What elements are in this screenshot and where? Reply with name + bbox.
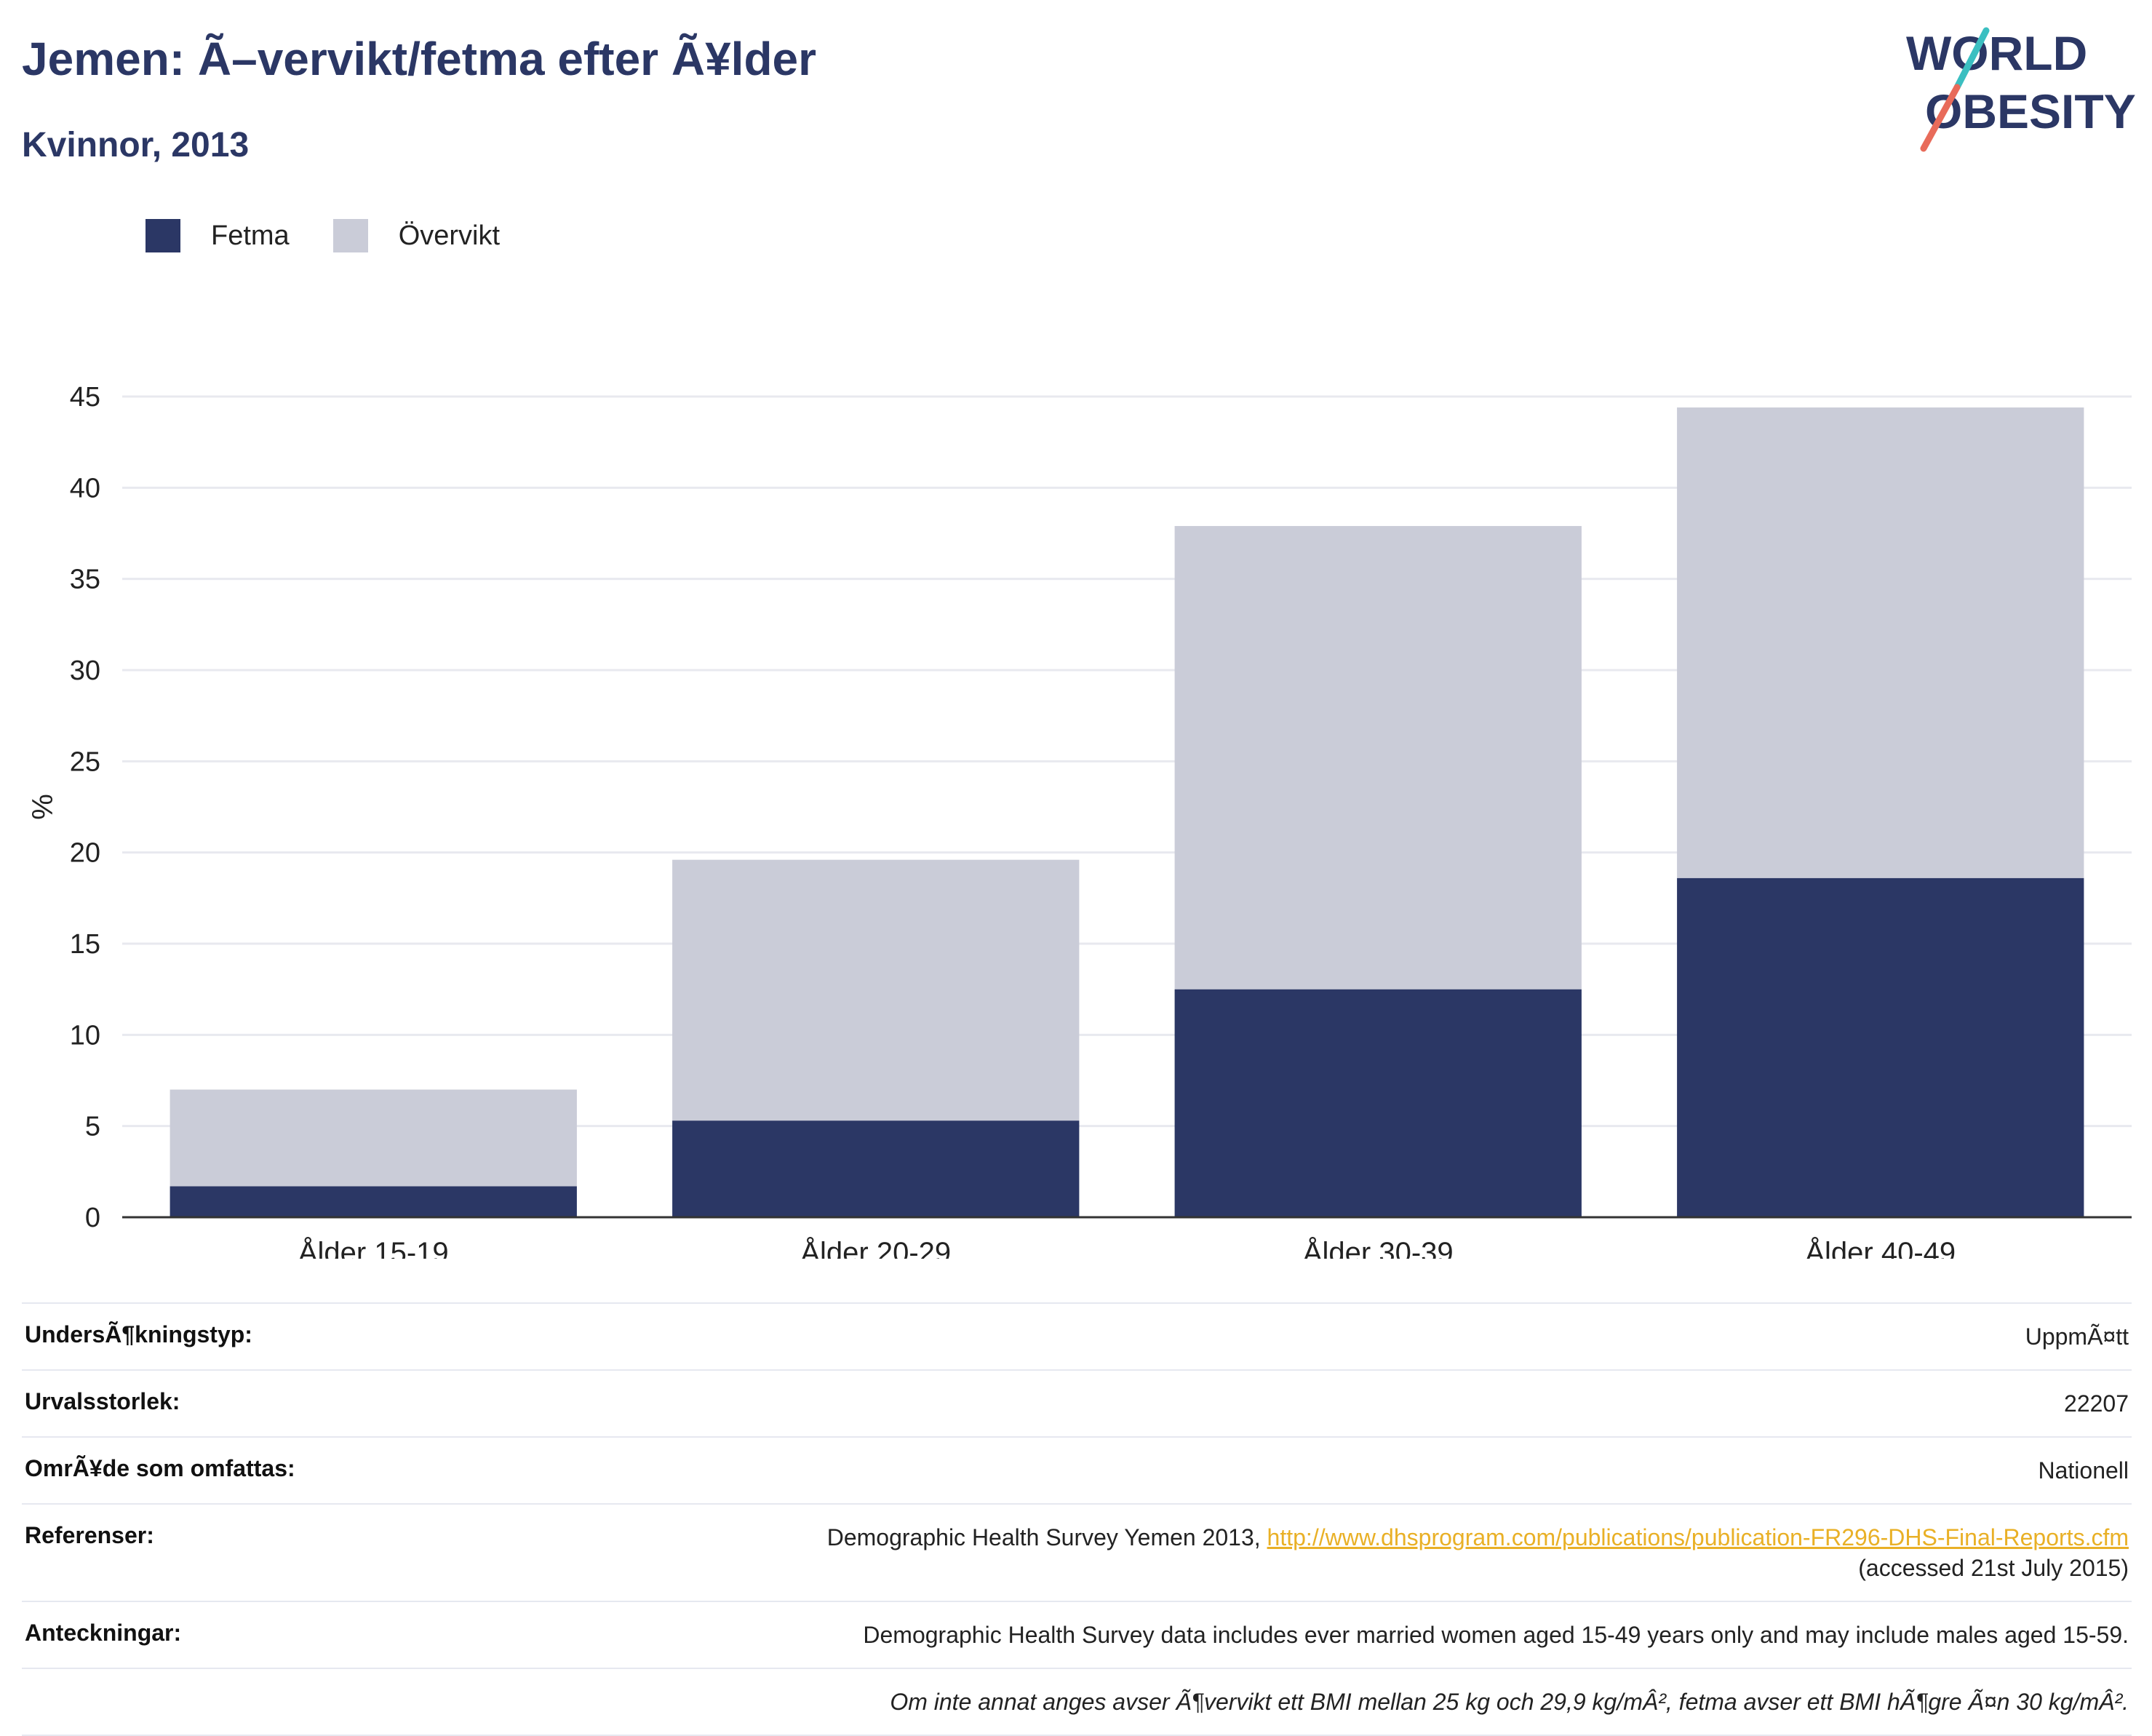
info-label: UndersÃ¶kningstyp: xyxy=(25,1321,252,1347)
info-row-coverage: OmrÃ¥de som omfattas: Nationell xyxy=(22,1436,2132,1503)
stacked-bar-chart: 0 5 10 15 20 25 30 35 40 45% Ålder 15-19 Ålder 20-2… xyxy=(0,349,2152,1259)
y-tick-label: 0 xyxy=(85,1203,100,1233)
legend-label-fetma: Fetma xyxy=(211,220,290,251)
legend-item-fetma[interactable]: Fetma xyxy=(146,219,290,252)
bar-overvikt xyxy=(1677,407,2084,878)
info-value-references: Demographic Health Survey Yemen 2013, ht… xyxy=(827,1522,2129,1583)
info-value: Om inte annat anges avser Ã¶vervikt ett … xyxy=(890,1689,2129,1715)
legend-swatch-overvikt xyxy=(332,219,368,252)
info-label: Urvalsstorlek: xyxy=(25,1388,180,1414)
world-obesity-logo[interactable]: WORLD OBESITY xyxy=(1906,25,2139,156)
reference-accessed: (accessed 21st July 2015) xyxy=(1858,1555,2129,1581)
y-tick-label: 20 xyxy=(70,838,100,869)
bar-overvikt xyxy=(672,859,1080,1121)
info-value: UppmÃ¤tt xyxy=(2025,1323,2129,1350)
info-row-notes: Anteckningar: Demographic Health Survey … xyxy=(22,1601,2132,1668)
y-tick-label: 35 xyxy=(70,565,100,595)
y-tick-label: 45 xyxy=(70,382,100,413)
info-row-definition: Om inte annat anges avser Ã¶vervikt ett … xyxy=(22,1668,2132,1736)
info-value: Nationell xyxy=(2038,1457,2129,1484)
reference-link[interactable]: http://www.dhsprogram.com/publications/p… xyxy=(1267,1524,2129,1550)
y-tick-label: 30 xyxy=(70,656,100,686)
info-row-survey-type: UndersÃ¶kningstyp: UppmÃ¤tt xyxy=(22,1302,2132,1369)
x-tick-label: Ålder 20-29 xyxy=(800,1236,951,1259)
logo-line1: WORLD xyxy=(1906,26,2087,80)
info-label: Referenser: xyxy=(25,1522,154,1548)
bar-fetma xyxy=(1677,877,2084,1217)
y-tick-label: 10 xyxy=(70,1020,100,1051)
y-tick-label: 5 xyxy=(85,1112,100,1142)
y-tick-label: 15 xyxy=(70,929,100,960)
y-axis-label: % xyxy=(27,794,59,820)
info-table: UndersÃ¶kningstyp: UppmÃ¤tt Urvalsstorle… xyxy=(22,1302,2132,1736)
y-tick-label: 40 xyxy=(70,473,100,503)
legend-swatch-fetma xyxy=(146,219,180,252)
x-tick-label: Ålder 15-19 xyxy=(298,1236,449,1259)
info-value: Demographic Health Survey data includes … xyxy=(863,1622,2129,1648)
info-label: OmrÃ¥de som omfattas: xyxy=(25,1455,295,1481)
bar-fetma xyxy=(672,1120,1080,1217)
reference-text: Demographic Health Survey Yemen 2013, xyxy=(826,1524,1267,1550)
info-label: Anteckningar: xyxy=(25,1620,182,1646)
bar-fetma xyxy=(1174,989,1582,1217)
info-row-sample-size: Urvalsstorlek: 22207 xyxy=(22,1369,2132,1436)
legend-label-overvikt: Övervikt xyxy=(398,220,501,251)
x-tick-label: Ålder 30-39 xyxy=(1303,1236,1454,1259)
bar-overvikt xyxy=(1174,525,1582,990)
y-tick-label: 25 xyxy=(70,746,100,777)
chart-legend: Fetma Övervikt xyxy=(146,215,543,256)
bar-fetma xyxy=(170,1186,577,1217)
chart-title: Jemen: Ã–vervikt/fetma efter Ã¥lder xyxy=(22,33,817,85)
bar-overvikt xyxy=(170,1089,577,1187)
legend-item-overvikt[interactable]: Övervikt xyxy=(332,219,501,252)
info-row-references: Referenser: Demographic Health Survey Ye… xyxy=(22,1503,2132,1601)
info-value: 22207 xyxy=(2064,1390,2129,1417)
logo-line2: OBESITY xyxy=(1925,84,2136,138)
chart-subtitle: Kvinnor, 2013 xyxy=(22,126,250,164)
x-tick-label: Ålder 40-49 xyxy=(1805,1236,1956,1259)
